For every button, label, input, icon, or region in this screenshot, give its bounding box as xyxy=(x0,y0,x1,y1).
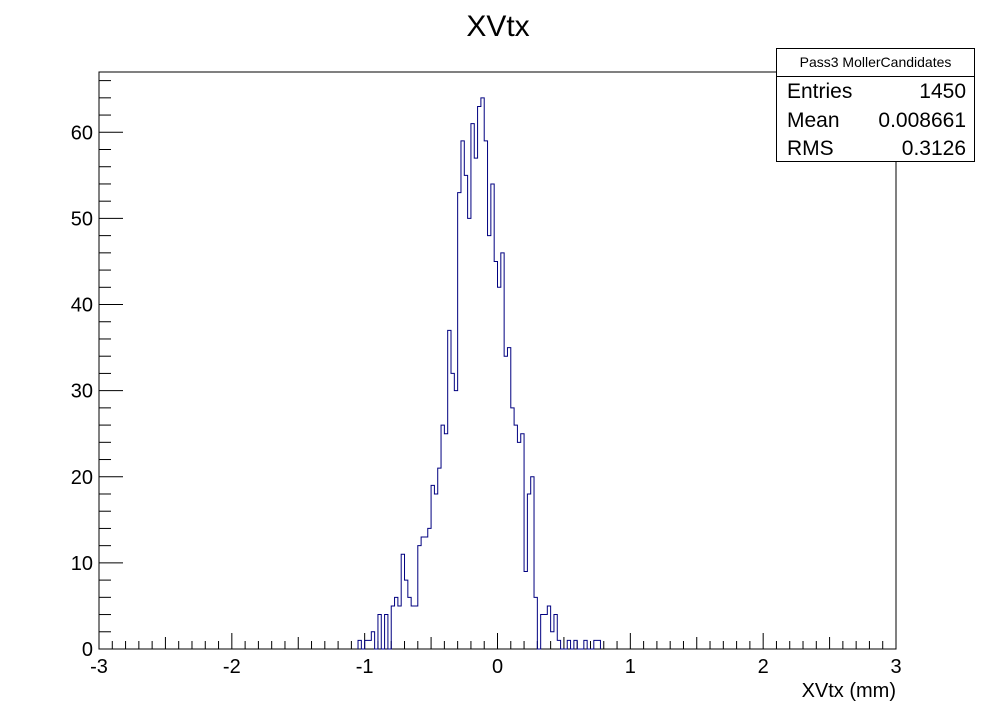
histogram-bin xyxy=(398,606,401,649)
x-tick-label: 3 xyxy=(890,656,901,678)
stats-mean-row: Mean 0.008661 xyxy=(777,106,974,135)
x-tick-label: 1 xyxy=(625,656,636,678)
histogram-bin xyxy=(514,425,517,649)
y-tick-label: 10 xyxy=(71,553,93,575)
stats-title: Pass3 MollerCandidates xyxy=(777,49,974,77)
stats-box: Pass3 MollerCandidates Entries 1450 Mean… xyxy=(776,48,975,162)
histogram-bin xyxy=(464,175,467,649)
histogram-bin xyxy=(474,158,477,649)
histogram-bin xyxy=(428,528,431,649)
y-tick-label: 40 xyxy=(71,295,93,317)
histogram-bin xyxy=(481,98,484,649)
stats-entries-label: Entries xyxy=(787,80,853,103)
x-tick-label: -2 xyxy=(223,656,241,678)
x-tick-label: 2 xyxy=(758,656,769,678)
stats-entries-value: 1450 xyxy=(919,80,966,103)
x-tick-label: -3 xyxy=(90,656,108,678)
y-tick-label: 0 xyxy=(82,639,93,661)
x-axis-label: XVtx (mm) xyxy=(802,680,896,702)
histogram-bin xyxy=(434,494,437,649)
histogram-bin xyxy=(511,408,514,649)
histogram-bin xyxy=(517,442,520,649)
histogram-bin xyxy=(421,537,424,649)
stats-rms-value: 0.3126 xyxy=(901,137,966,160)
x-tick-label: -1 xyxy=(356,656,374,678)
histogram-bin xyxy=(438,468,441,649)
y-tick-label: 60 xyxy=(71,122,93,144)
stats-mean-value: 0.008661 xyxy=(878,108,966,132)
histogram-bin xyxy=(478,106,481,649)
histogram-bin xyxy=(451,373,454,649)
histogram-bin xyxy=(454,391,457,649)
histogram-bin xyxy=(444,434,447,649)
histogram-bars xyxy=(357,97,601,650)
y-tick-label: 30 xyxy=(71,381,93,403)
histogram-outline xyxy=(357,97,601,650)
x-tick-label: 0 xyxy=(492,656,503,678)
histogram-bin xyxy=(411,606,414,649)
histogram-bin xyxy=(424,537,427,649)
y-tick-label: 50 xyxy=(71,208,93,230)
histogram-bin xyxy=(494,261,497,649)
histogram-bin xyxy=(524,571,527,649)
stats-rms-row: RMS 0.3126 xyxy=(777,134,974,163)
histogram-bin xyxy=(504,356,507,649)
histogram-bin xyxy=(461,141,464,649)
histogram-bin xyxy=(498,287,501,649)
histogram-bin xyxy=(368,640,371,649)
histogram-bin xyxy=(488,236,491,649)
chart-title: XVtx xyxy=(466,10,529,43)
histogram-bin xyxy=(544,615,547,649)
histogram-bin xyxy=(468,218,471,649)
y-tick-label: 20 xyxy=(71,467,93,489)
stats-rms-label: RMS xyxy=(787,137,834,160)
stats-entries-row: Entries 1450 xyxy=(777,77,974,106)
stats-mean-label: Mean xyxy=(787,108,840,132)
